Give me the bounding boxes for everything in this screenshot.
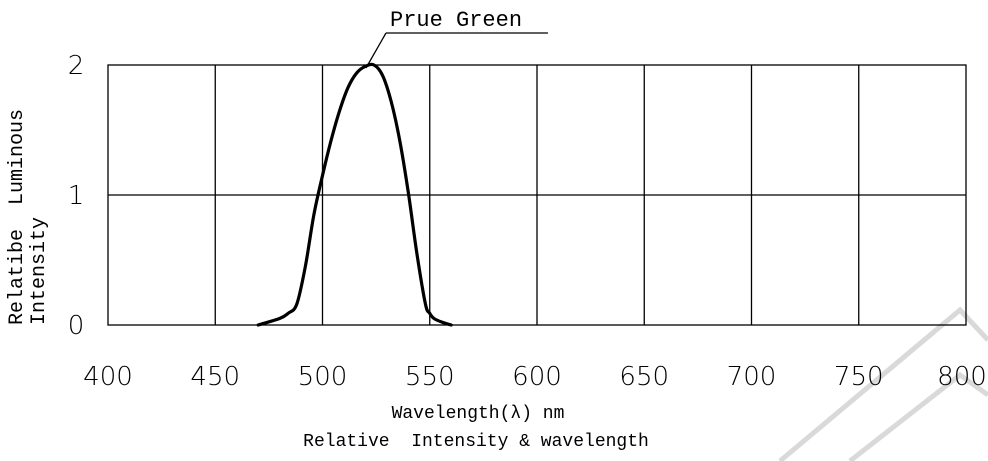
x-tick-label-500: 500 bbox=[298, 362, 348, 392]
x-tick-label-600: 600 bbox=[512, 362, 562, 392]
x-tick-label-400: 400 bbox=[83, 362, 133, 392]
y-tick-label-1: 1 bbox=[68, 181, 85, 211]
x-tick-label-450: 450 bbox=[190, 362, 240, 392]
y-axis-label-line2: Intensity bbox=[28, 217, 51, 325]
series-line-prue-green bbox=[256, 62, 453, 327]
watermark-chevrons bbox=[778, 306, 988, 461]
y-axis-label-line1: Relatibe Luminous bbox=[6, 109, 29, 325]
x-tick-label-800: 800 bbox=[937, 362, 987, 392]
x-tick-label-650: 650 bbox=[619, 362, 669, 392]
y-tick-label-2: 2 bbox=[68, 51, 85, 81]
plot-frame bbox=[107, 64, 967, 326]
x-tick-labels: 400 450 500 550 600 650 700 750 800 bbox=[83, 362, 987, 392]
x-tick-label-750: 750 bbox=[834, 362, 884, 392]
y-tick-label-0: 0 bbox=[68, 311, 85, 341]
x-tick-label-700: 700 bbox=[727, 362, 777, 392]
annotation-label: Prue Green bbox=[390, 8, 522, 33]
annotation-leader bbox=[365, 32, 387, 69]
x-axis-label: Wavelength(λ) nm bbox=[392, 404, 565, 424]
grid-lines bbox=[108, 65, 966, 325]
y-tick-labels: 0 1 2 bbox=[68, 51, 85, 341]
chart-title: Relative Intensity & wavelength bbox=[303, 432, 649, 452]
x-tick-label-550: 550 bbox=[405, 362, 455, 392]
